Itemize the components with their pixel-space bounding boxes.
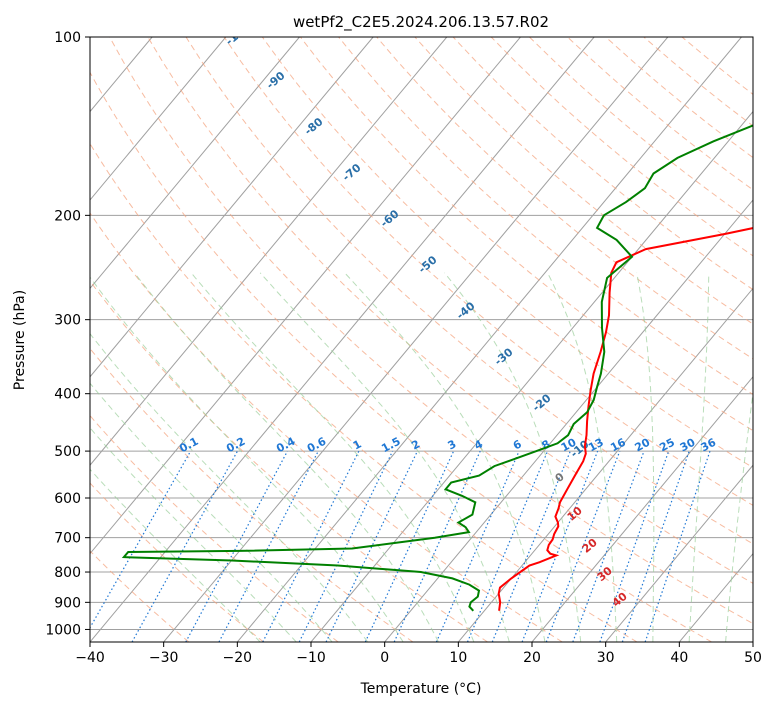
mixing-ratio-label: 4: [472, 437, 485, 452]
mixing-ratio-label: 1.5: [379, 435, 402, 456]
x-tick-label: 30: [597, 650, 615, 666]
dry-adiabat-line: [0, 37, 562, 642]
dry-adiabat-label: -60: [378, 207, 402, 230]
mixing-ratio-label: 2: [409, 437, 422, 452]
dry-adiabat-label: 40: [610, 590, 630, 610]
y-tick-label: 200: [54, 208, 81, 224]
y-tick-label: 300: [54, 313, 81, 329]
isotherm-line: [0, 37, 5, 642]
mixing-ratio-label: 1: [351, 437, 364, 452]
moist-adiabat-line: [689, 273, 709, 642]
dry-adiabat-line: [186, 37, 775, 642]
mixing-ratio-line: [468, 451, 548, 642]
x-tick-label: −40: [75, 650, 105, 666]
mixing-ratio-label: 0.6: [305, 435, 329, 456]
y-tick-label: 700: [54, 531, 81, 547]
y-tick-label: 100: [54, 30, 81, 46]
isotherm-line: [753, 37, 775, 642]
plot-grid: [0, 37, 775, 642]
x-axis-label: Temperature (°C): [360, 681, 482, 697]
dry-adiabat-line: [415, 37, 775, 642]
dry-adiabat-label: 0: [553, 470, 567, 485]
y-tick-label: 900: [54, 595, 81, 611]
moist-adiabat-line: [726, 273, 769, 642]
dry-adiabat-label: -50: [416, 253, 440, 276]
mixing-ratio-label: 0.4: [274, 435, 298, 456]
moist-adiabat-line: [46, 273, 368, 642]
dry-adiabat-label: 30: [595, 564, 615, 584]
isotherm-line: [311, 37, 775, 642]
y-tick-label: 800: [54, 565, 81, 581]
mixing-ratio-label: 3: [446, 437, 459, 452]
dry-adiabat-label: -100: [223, 20, 253, 48]
mixing-ratio-label: 0.2: [224, 435, 247, 456]
dry-adiabat-line: [377, 37, 775, 642]
y-axis-label: Pressure (hPa): [12, 290, 28, 390]
dry-adiabat-label: 10: [565, 504, 585, 524]
dry-adiabat-line: [453, 37, 775, 642]
y-tick-label: 1000: [45, 622, 81, 638]
x-tick-label: −10: [296, 650, 326, 666]
x-tick-label: 40: [670, 650, 688, 666]
dry-adiabat-label: -30: [492, 345, 516, 368]
dry-adiabat-label: -20: [530, 391, 554, 414]
moist-adiabat-line: [0, 273, 296, 642]
dry-adiabat-label: -90: [264, 69, 288, 92]
dry-adiabat-line: [682, 37, 775, 642]
dry-adiabat-label: -70: [340, 161, 364, 184]
moist-adiabat-line: [87, 273, 403, 642]
isotherm-line: [385, 37, 775, 642]
mixing-ratio-line: [622, 451, 689, 642]
mixing-ratio-label: 0.1: [177, 435, 200, 456]
mixing-ratio-line: [436, 451, 519, 642]
mixing-ratio-line: [394, 451, 480, 642]
mixing-ratio-line: [132, 451, 237, 642]
moist-adiabat-line: [135, 273, 439, 642]
mixing-ratio-line: [186, 451, 288, 642]
dry-adiabat-line: [568, 37, 775, 642]
moist-adiabat-line: [345, 273, 545, 642]
chart-title: wetPf2_C2E5.2024.206.13.57.R02: [293, 13, 549, 32]
dry-adiabat-label: -40: [454, 299, 478, 322]
mixing-ratio-label: 6: [511, 437, 524, 452]
x-tick-label: 0: [380, 650, 389, 666]
x-tick-label: 10: [449, 650, 467, 666]
dry-adiabat-line: [644, 37, 775, 642]
x-tick-label: −30: [149, 650, 179, 666]
mixing-ratio-line: [263, 451, 359, 642]
y-tick-label: 500: [54, 444, 81, 460]
x-tick-label: −20: [223, 650, 253, 666]
y-tick-label: 600: [54, 491, 81, 507]
y-tick-label: 400: [54, 387, 81, 403]
x-tick-label: 20: [523, 650, 541, 666]
isotherm-line: [679, 37, 775, 642]
mixing-ratio-line: [600, 451, 669, 642]
dry-adiabat-line: [529, 37, 775, 642]
mixing-ratio-line: [82, 451, 191, 642]
dry-adiabat-label: 20: [580, 536, 600, 556]
mixing-ratio-line: [645, 451, 710, 642]
dry-adiabat-line: [339, 37, 775, 642]
x-tick-label: 50: [744, 650, 762, 666]
